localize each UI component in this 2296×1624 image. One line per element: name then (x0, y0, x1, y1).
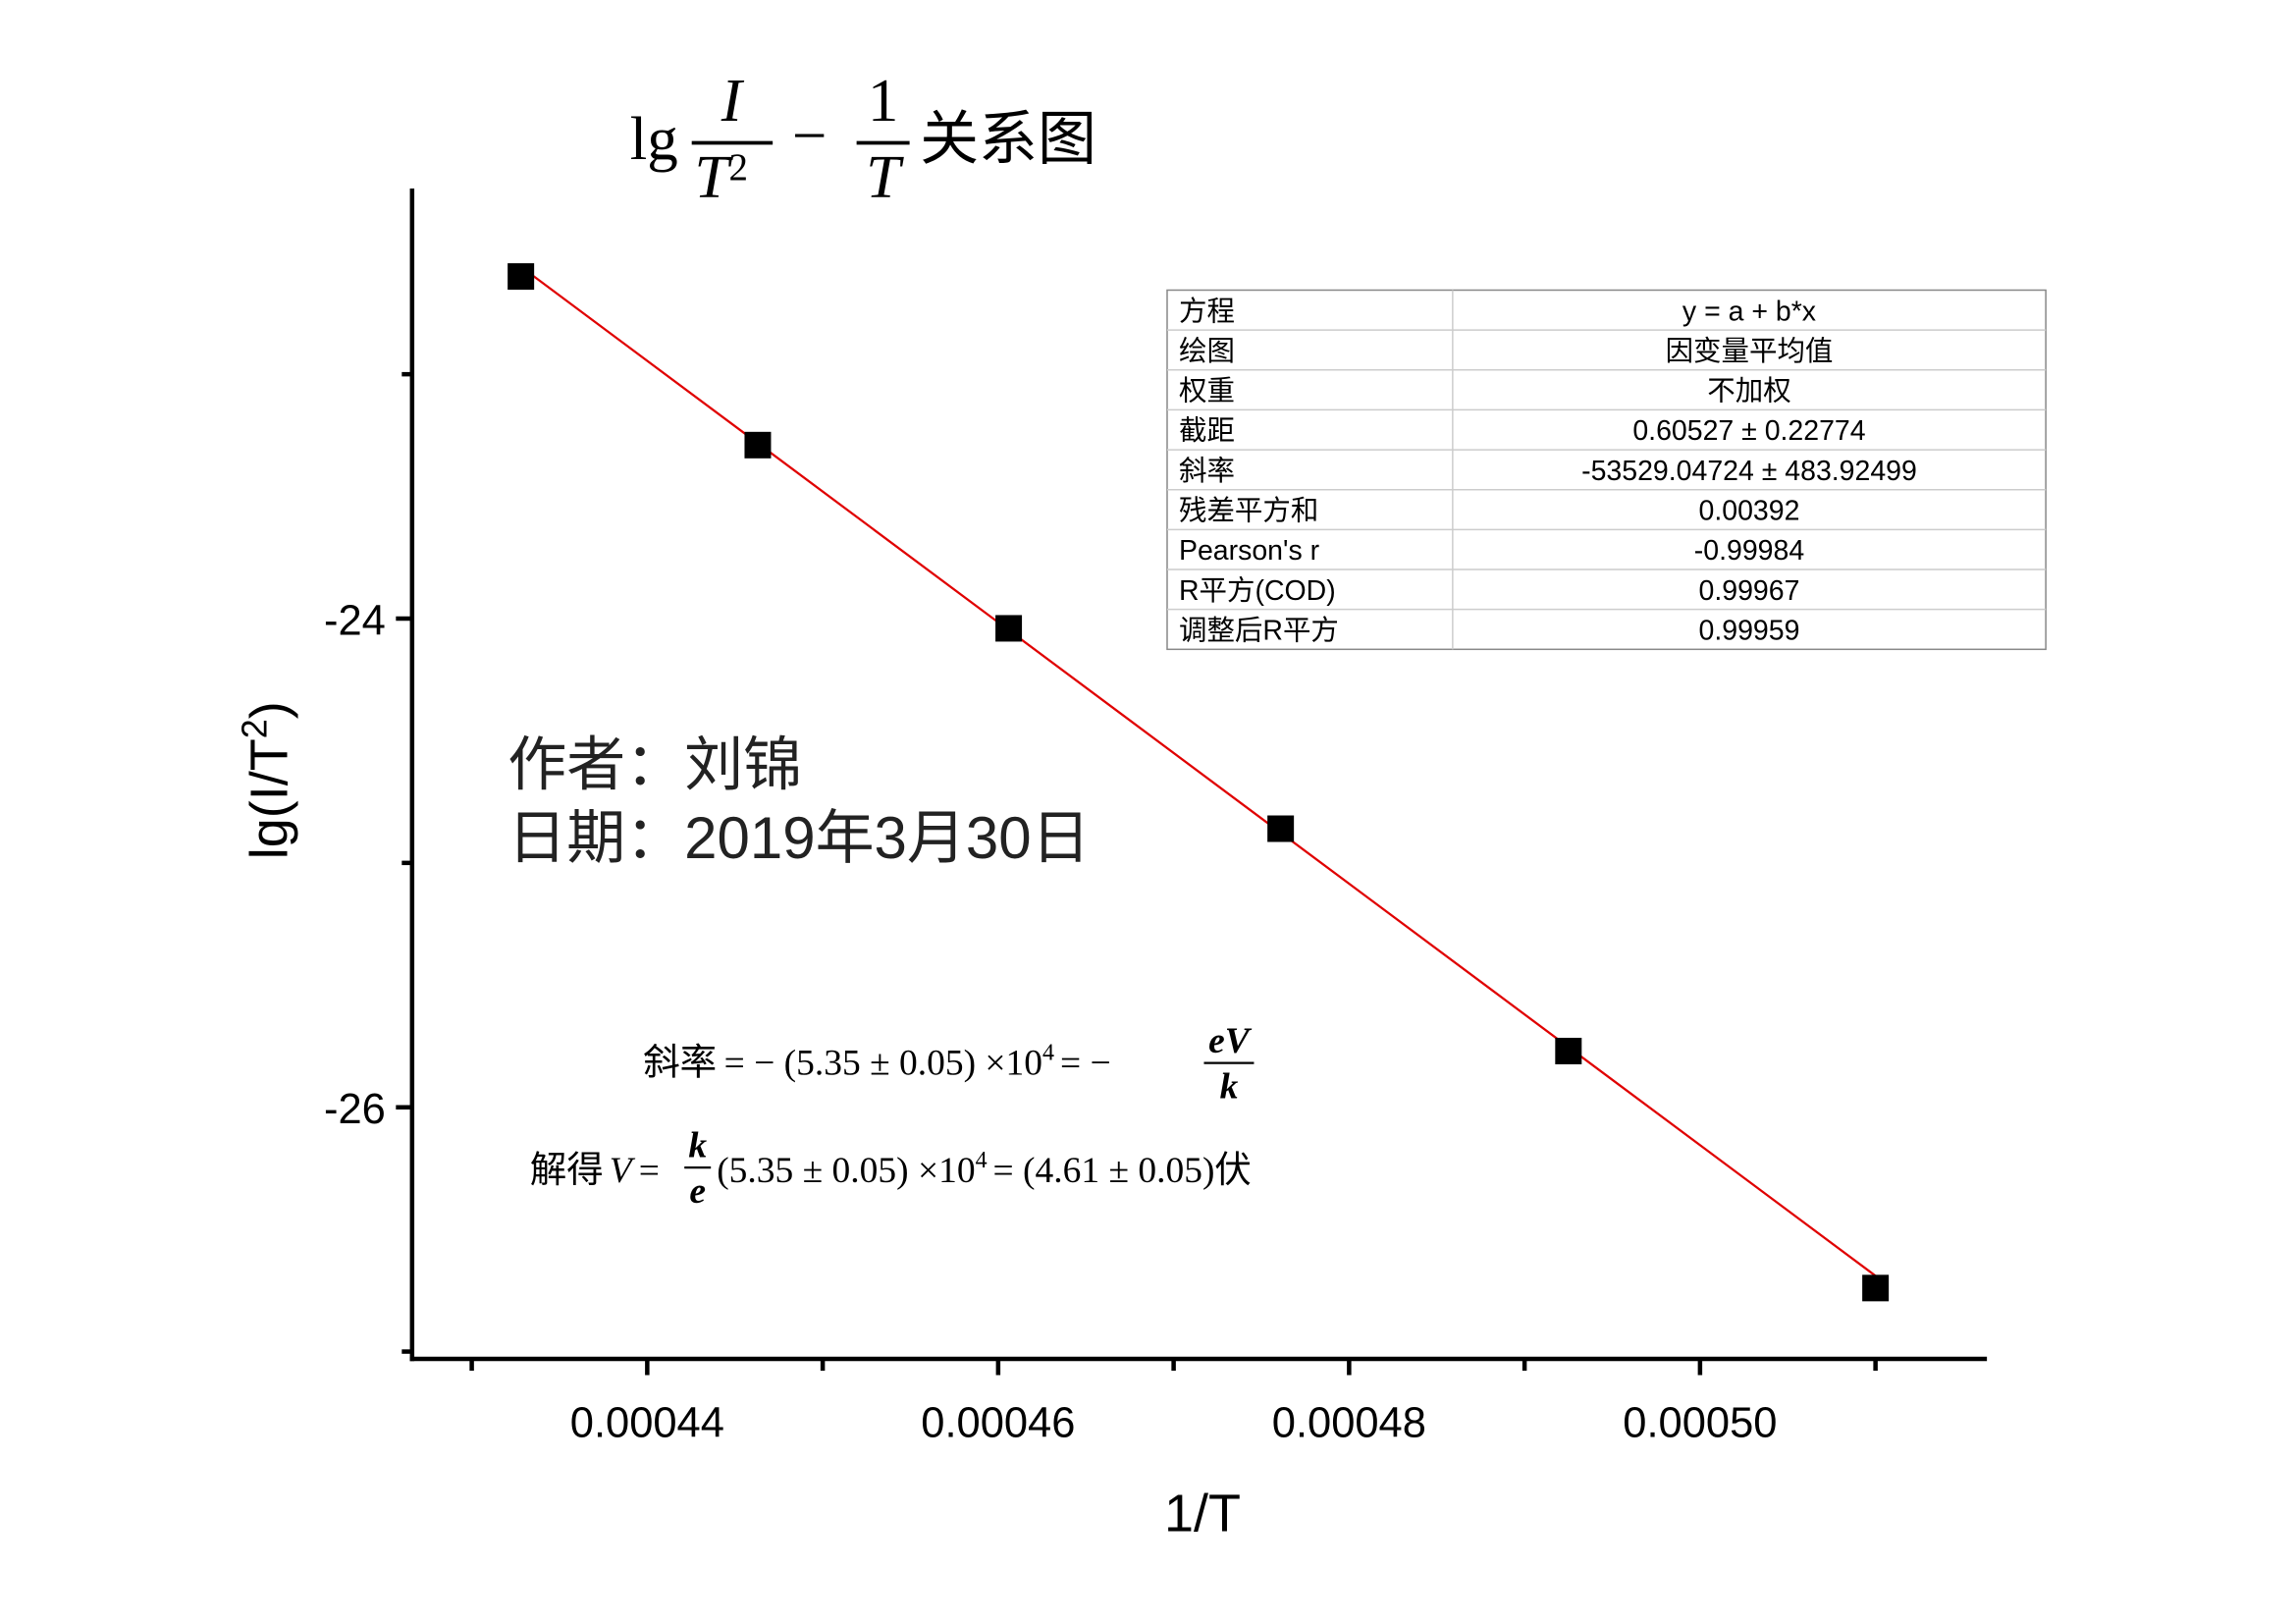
y-tick-label: -24 (324, 597, 386, 644)
table-value: 0.99967 (1699, 575, 1800, 607)
formula-exp: 4 (976, 1148, 988, 1173)
table-key: R平方(COD) (1179, 575, 1336, 607)
title-minus: − (792, 101, 828, 170)
formula-2: 解得 V = k e (5.35 ± 0.05) ×104 = (4.61 ± 0… (530, 1126, 1252, 1212)
data-point (744, 431, 772, 459)
data-point (1267, 815, 1295, 842)
y-label-sup: 2 (234, 719, 274, 738)
table-key: 残差平方和 (1179, 496, 1318, 527)
table-key: 方程 (1179, 296, 1235, 327)
table-value: 0.99959 (1699, 615, 1800, 646)
frac-num: eV (1208, 1021, 1253, 1061)
formula-part: = − (1060, 1044, 1111, 1084)
date: 日期：2019年3月30日 (507, 805, 1090, 871)
frac-den: k (1220, 1067, 1239, 1108)
data-point (995, 615, 1023, 642)
table-key: Pearson's r (1179, 535, 1319, 567)
x-tick-label: 0.00044 (570, 1399, 724, 1446)
formula-part: (5.35 ± 0.05) ×10 (717, 1151, 975, 1191)
formula-part: = − (5.35 ± 0.05) ×10 (724, 1044, 1042, 1084)
table-key: 斜率 (1179, 456, 1235, 487)
chart-title: lg I T2 − 1 T 关系图 (630, 66, 1096, 211)
x-tick-label: 0.00046 (921, 1399, 1075, 1446)
title-num: 1 (868, 66, 898, 135)
formula-var: V (610, 1151, 636, 1191)
title-suffix: 关系图 (920, 107, 1096, 172)
formula-exp: 4 (1042, 1041, 1054, 1066)
x-tick-label: 0.00048 (1272, 1399, 1426, 1446)
table-value: y = a + b*x (1682, 296, 1816, 327)
table-key: 截距 (1179, 415, 1235, 447)
y-label-text: lg(I/T (240, 738, 298, 859)
table-value: 0.60527 ± 0.22774 (1632, 415, 1865, 447)
x-tick-label: 0.00050 (1623, 1399, 1777, 1446)
title-den: T2 (694, 142, 748, 211)
y-tick-label: -26 (324, 1086, 386, 1133)
data-point (1862, 1274, 1890, 1302)
y-axis-label: lg(I/T2) (234, 701, 298, 859)
data-point (1555, 1037, 1582, 1064)
data-point (507, 263, 535, 291)
table-key: 调整后R平方 (1179, 615, 1339, 646)
table-value: -53529.04724 ± 483.92499 (1581, 456, 1917, 487)
formula-body: (5.35 ± 0.05) ×104 = (4.61 ± 0.05)伏 (717, 1148, 1252, 1191)
title-den-text: T (694, 142, 732, 211)
formula-lead: 解得 (530, 1150, 604, 1191)
x-axis-label: 1/T (1164, 1484, 1241, 1543)
frac-num: k (688, 1126, 707, 1166)
formula-eq: = (639, 1151, 660, 1191)
y-label-close: ) (240, 701, 298, 719)
formula-part: = (4.61 ± 0.05)伏 (993, 1151, 1252, 1191)
formula-body: = − (5.35 ± 0.05) ×104 = − (724, 1041, 1111, 1084)
table-value: 0.00392 (1699, 496, 1800, 527)
table-key: 权重 (1179, 376, 1235, 407)
formula-1: 斜率 = − (5.35 ± 0.05) ×104 = − eV k (643, 1021, 1255, 1108)
title-sup: 2 (728, 146, 747, 189)
title-prefix: lg (630, 104, 678, 173)
formula-lead: 斜率 (643, 1043, 717, 1084)
table-key: 绘图 (1179, 336, 1235, 367)
title-den: T (866, 142, 904, 211)
author: 作者：刘锦 (507, 731, 802, 797)
title-num: I (721, 66, 745, 135)
fit-table (1166, 289, 2047, 651)
frac-den: e (689, 1171, 706, 1212)
table-value: -0.99984 (1694, 535, 1804, 567)
table-value: 不加权 (1707, 376, 1790, 407)
table-value: 因变量平均值 (1666, 336, 1834, 367)
